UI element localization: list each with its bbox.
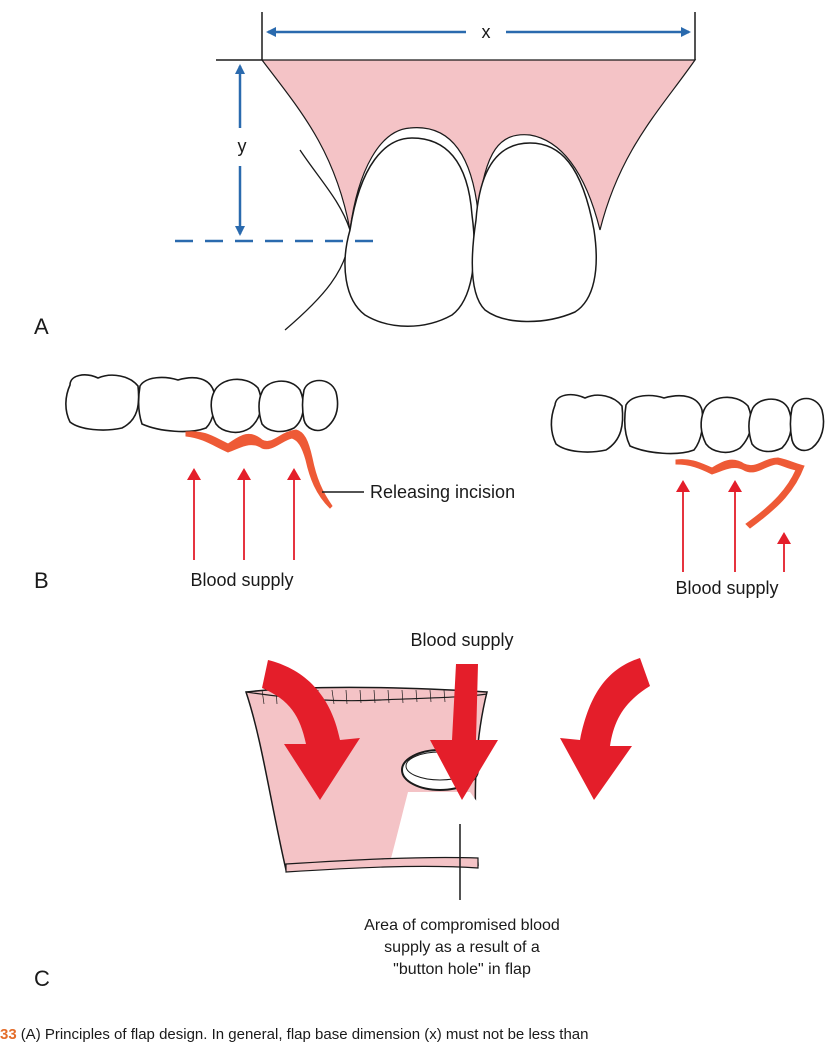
- y-dimension-label: y: [238, 136, 247, 156]
- panel-b-right-incision: [675, 457, 805, 529]
- figure-caption: 33 (A) Principles of flap design. In gene…: [0, 1026, 826, 1043]
- panel-a: x y A: [34, 12, 697, 339]
- blood-supply-label-right: Blood supply: [675, 578, 778, 598]
- panel-a-letter: A: [34, 314, 49, 339]
- panel-b-letter: B: [34, 568, 49, 593]
- panel-c: Blood supply Area of compromised blood s…: [34, 630, 650, 991]
- panel-b-left-incision: [185, 429, 333, 509]
- releasing-incision-label: Releasing incision: [370, 482, 515, 502]
- compromised-area-label-line-1: Area of compromised blood: [364, 917, 560, 934]
- blood-supply-big-arrow-left: [262, 660, 360, 800]
- panel-c-letter: C: [34, 966, 50, 991]
- blood-supply-label-left: Blood supply: [190, 570, 293, 590]
- blood-supply-label-top: Blood supply: [410, 630, 513, 650]
- x-dimension-label: x: [482, 22, 491, 42]
- panel-b-right-arch: [550, 393, 825, 455]
- compromised-area-label-line-2: supply as a result of a: [384, 939, 540, 956]
- blood-supply-big-arrow-right: [560, 658, 650, 800]
- panel-a-tooth-right: [471, 142, 597, 323]
- compromised-area-label-line-3: "button hole" in flap: [393, 961, 531, 978]
- blood-supply-big-arrow-center: [430, 664, 498, 800]
- figure-number: 33: [0, 1026, 17, 1043]
- panel-c-flap-bottom-edge: [285, 856, 479, 873]
- panel-b-left-arch: [65, 374, 339, 434]
- panel-b: Releasing incision Blood supply Blood su…: [34, 374, 825, 598]
- compromised-area: [390, 792, 520, 862]
- caption-text: (A) Principles of flap design. In genera…: [20, 1026, 589, 1043]
